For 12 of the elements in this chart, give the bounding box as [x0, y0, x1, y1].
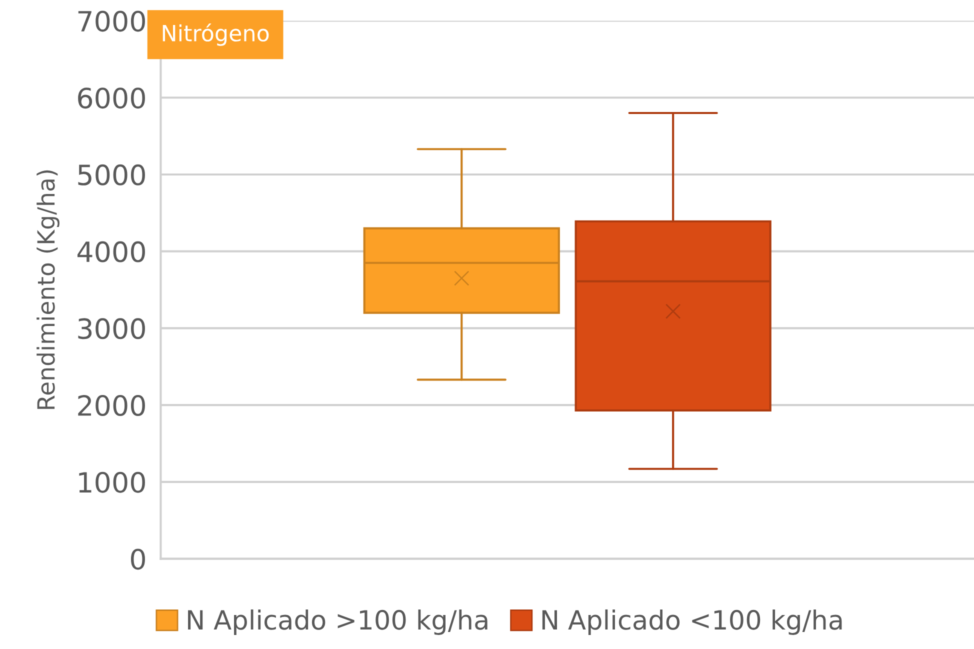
legend-label: N Aplicado <100 kg/ha: [542, 609, 842, 635]
y-tick-label: 5000: [78, 164, 145, 186]
legend-label: N Aplicado >100 kg/ha: [188, 609, 488, 635]
y-tick-label: 0: [130, 548, 145, 570]
y-tick-label: 3000: [78, 318, 145, 340]
y-tick-label: 2000: [78, 395, 145, 416]
y-tick-label: 4000: [77, 241, 145, 262]
y-tick-label: 1000: [79, 472, 145, 493]
y-tick-label: 7000: [78, 10, 145, 32]
y-axis-title: Rendimiento (Kg/ha): [36, 170, 60, 409]
chart-title: Nitrógeno: [162, 23, 269, 46]
y-tick-label: 6000: [78, 88, 145, 109]
